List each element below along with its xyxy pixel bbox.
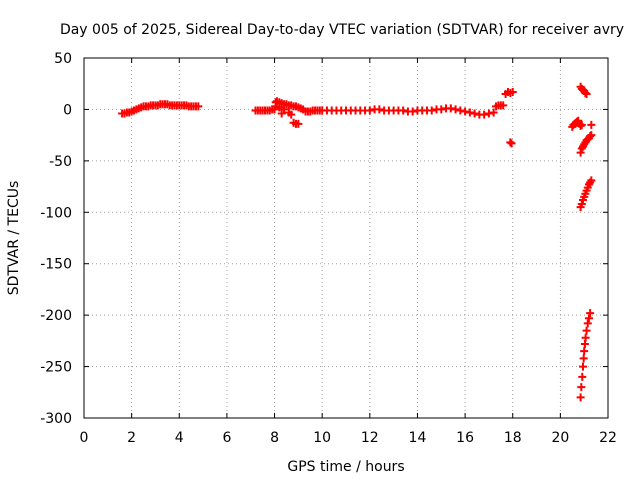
data-point [577, 200, 586, 209]
data-point [577, 383, 586, 392]
y-tick-label: 50 [54, 51, 72, 67]
data-point [506, 138, 515, 147]
x-tick-label: 8 [270, 430, 279, 446]
y-tick-label: 0 [63, 102, 72, 118]
data-point [294, 119, 303, 128]
data-points [118, 82, 596, 402]
data-point [582, 326, 591, 335]
x-tick-label: 20 [551, 430, 569, 446]
y-tick-label: -50 [49, 154, 72, 170]
data-point [375, 105, 384, 114]
x-tick-label: 18 [504, 430, 522, 446]
data-point [576, 148, 585, 157]
data-point [365, 106, 374, 115]
data-point [275, 103, 284, 112]
data-point [287, 110, 296, 119]
data-point [586, 309, 595, 318]
data-point [587, 120, 596, 129]
data-point [581, 88, 590, 97]
data-point [484, 109, 493, 118]
x-tick-label: 22 [599, 430, 617, 446]
data-point [499, 101, 508, 110]
data-point [576, 121, 585, 130]
grid-lines [84, 58, 608, 418]
data-point [581, 333, 590, 342]
data-point [580, 347, 589, 356]
x-axis-ticks: 0 2 4 6 8 10 12 14 16 18 20 22 [80, 58, 617, 446]
data-point [280, 105, 289, 114]
x-tick-label: 6 [222, 430, 231, 446]
x-tick-label: 0 [80, 430, 89, 446]
data-point [587, 131, 596, 140]
data-point [508, 87, 517, 96]
data-point [437, 105, 446, 114]
data-point [194, 102, 203, 111]
plot-frame [83, 57, 609, 419]
data-point [577, 120, 586, 129]
data-point [583, 319, 592, 328]
data-point [507, 139, 516, 148]
data-point [578, 362, 587, 371]
data-point [277, 109, 286, 118]
x-tick-label: 2 [127, 430, 136, 446]
data-point [586, 132, 595, 141]
y-axis-title: SDTVAR / TECUs [6, 181, 22, 296]
x-tick-label: 12 [361, 430, 379, 446]
y-tick-label: -300 [40, 411, 72, 427]
data-point [470, 109, 479, 118]
data-point [408, 107, 417, 116]
x-axis-title: GPS time / hours [287, 459, 404, 475]
data-point [451, 105, 460, 114]
chart-title: Day 005 of 2025, Sidereal Day-to-day VTE… [60, 22, 624, 38]
data-point [446, 104, 455, 113]
data-point [480, 110, 489, 119]
y-tick-label: -200 [40, 308, 72, 324]
data-point [427, 106, 436, 115]
data-point [461, 107, 470, 116]
data-point [456, 106, 465, 115]
data-point [579, 354, 588, 363]
y-axis-ticks: -300 -250 -200 -150 -100 -50 0 50 [40, 51, 608, 427]
data-point [587, 176, 596, 185]
y-tick-label: -100 [40, 205, 72, 221]
data-point [489, 108, 498, 117]
y-tick-label: -250 [40, 360, 72, 376]
data-point [399, 106, 408, 115]
x-tick-label: 14 [409, 430, 427, 446]
data-point [582, 90, 591, 98]
x-tick-label: 4 [175, 430, 184, 446]
x-tick-label: 10 [313, 430, 331, 446]
data-point [578, 372, 587, 381]
data-point [584, 314, 593, 323]
data-point [465, 108, 474, 117]
y-tick-label: -150 [40, 257, 72, 273]
data-point [576, 393, 585, 402]
x-tick-label: 16 [456, 430, 474, 446]
